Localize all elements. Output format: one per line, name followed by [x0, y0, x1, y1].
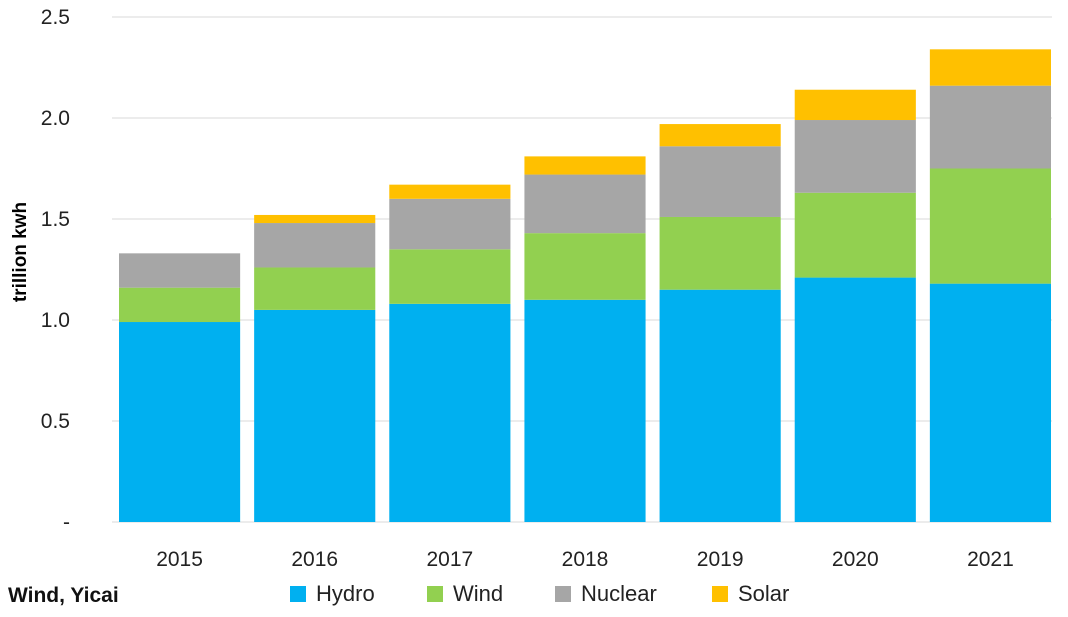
bar-segment-solar-2017: [389, 184, 511, 199]
bar-segment-solar-2019: [659, 124, 781, 147]
x-tick-label: 2020: [832, 548, 879, 571]
bar-segment-hydro-2019: [659, 289, 781, 522]
x-tick-label: 2017: [426, 548, 473, 571]
y-axis-label: trillion kwh: [10, 202, 31, 302]
bar-segment-hydro-2016: [254, 309, 376, 522]
bar-segment-hydro-2015: [119, 322, 241, 522]
bar-segment-nuclear-2020: [794, 120, 916, 193]
legend-label-nuclear: Nuclear: [581, 581, 657, 606]
legend-swatch-solar: [712, 586, 728, 602]
bar-segment-wind-2016: [254, 267, 376, 310]
bar-segment-wind-2019: [659, 216, 781, 290]
bar-segment-solar-2020: [794, 89, 916, 121]
bar-segment-solar-2016: [254, 214, 376, 224]
y-tick-label: 2.5: [41, 6, 70, 29]
bar-segment-solar-2018: [524, 156, 646, 175]
bar-segment-wind-2021: [929, 168, 1051, 284]
bar-segment-wind-2018: [524, 233, 646, 300]
x-tick-label: 2015: [156, 548, 203, 571]
legend-label-hydro: Hydro: [316, 581, 375, 606]
y-tick-label: -: [63, 511, 70, 534]
bar-segment-hydro-2021: [929, 283, 1051, 522]
x-tick-label: 2019: [697, 548, 744, 571]
x-axis-ticks: 2015 2016 2017 2018 2019 2020 2021: [156, 548, 1014, 571]
x-tick-label: 2021: [967, 548, 1014, 571]
bar-segment-hydro-2018: [524, 299, 646, 522]
y-tick-label: 1.5: [41, 208, 70, 231]
legend-swatch-wind: [427, 586, 443, 602]
bar-segment-nuclear-2015: [119, 253, 241, 288]
legend-swatch-hydro: [290, 586, 306, 602]
bar-segment-nuclear-2017: [389, 198, 511, 250]
y-tick-label: 1.0: [41, 309, 70, 332]
y-tick-label: 0.5: [41, 410, 70, 433]
bar-segment-wind-2020: [794, 192, 916, 278]
bar-segment-wind-2017: [389, 249, 511, 304]
source-label: Wind, Yicai: [8, 584, 119, 607]
bar-segment-nuclear-2021: [929, 85, 1051, 169]
legend: Hydro Wind Nuclear Solar: [290, 581, 789, 606]
y-tick-label: 2.0: [41, 107, 70, 130]
legend-swatch-nuclear: [555, 586, 571, 602]
bar-segment-nuclear-2016: [254, 223, 376, 268]
legend-label-wind: Wind: [453, 581, 503, 606]
bar-segment-nuclear-2018: [524, 174, 646, 234]
bar-segment-nuclear-2019: [659, 146, 781, 217]
bar-segment-hydro-2020: [794, 277, 916, 522]
bar-segment-solar-2021: [929, 49, 1051, 86]
y-axis-ticks: - 0.5 1.0 1.5 2.0 2.5: [41, 6, 70, 534]
bar-segment-hydro-2017: [389, 303, 511, 522]
x-tick-label: 2016: [291, 548, 338, 571]
bars: [119, 49, 1051, 522]
x-tick-label: 2018: [562, 548, 609, 571]
legend-label-solar: Solar: [738, 581, 789, 606]
bar-segment-wind-2015: [119, 287, 241, 323]
